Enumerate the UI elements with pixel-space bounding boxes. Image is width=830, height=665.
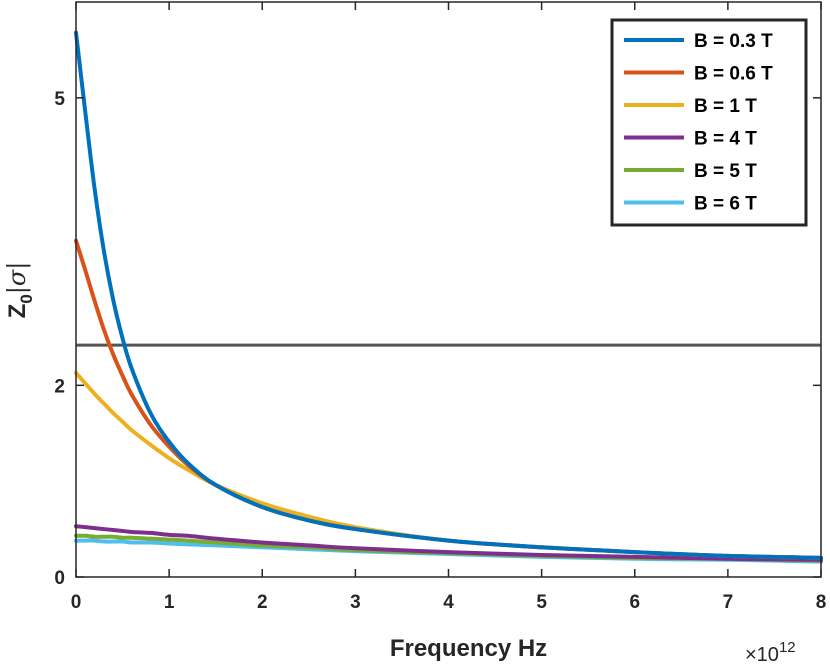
legend-label-2: B = 1 T — [694, 96, 757, 117]
series-layer — [74, 30, 823, 564]
legend-label-3: B = 4 T — [694, 129, 757, 150]
legend-label-1: B = 0.6 T — [694, 64, 773, 85]
y-tick-label: 0 — [54, 568, 65, 589]
legend-box — [610, 18, 808, 227]
x-tick-label: 8 — [816, 592, 827, 613]
x-tick-label: 4 — [443, 592, 454, 613]
x-tick-label: 7 — [723, 592, 734, 613]
axes-layer: 0 1 2 3 4 5 6 7 8 0 2 5 Frequency Hz ×1012 Z0|σ| — [3, 1, 827, 665]
x-axis-multiplier: ×1012 — [745, 639, 796, 665]
legend-label-5: B = 6 T — [694, 194, 757, 215]
x-tick-label: 0 — [71, 592, 82, 613]
x-tick-label: 6 — [629, 592, 640, 613]
x-axis-label: Frequency Hz — [390, 635, 547, 662]
legend-label-4: B = 5 T — [694, 161, 757, 182]
y-tick-label: 5 — [54, 89, 65, 110]
series-line-0 — [74, 30, 823, 560]
x-tick-label: 2 — [257, 592, 268, 613]
x-tick-label: 5 — [536, 592, 547, 613]
y-tick-label: 2 — [54, 376, 65, 397]
x-tick-label: 3 — [350, 592, 361, 613]
legend-label-0: B = 0.3 T — [694, 31, 773, 52]
series-line-3 — [74, 524, 823, 562]
y-axis-label: Z0|σ| — [3, 262, 36, 319]
legend: B = 0.3 T B = 0.6 T B = 1 T B = 4 T B = 5 T B… — [610, 18, 808, 227]
x-tick-label: 1 — [164, 592, 175, 613]
